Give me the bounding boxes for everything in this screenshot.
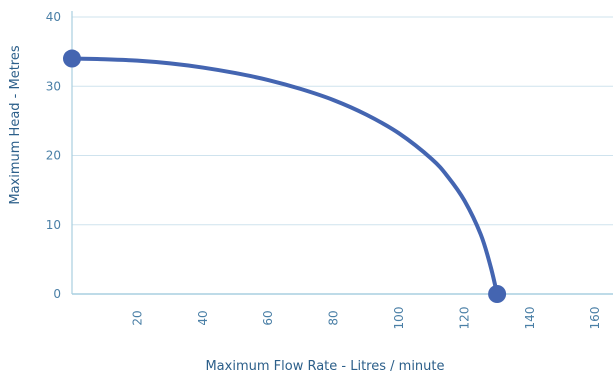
data-point-0 bbox=[63, 49, 81, 68]
axes bbox=[71, 11, 613, 295]
y-tick-label-30: 30 bbox=[46, 79, 61, 93]
grid-lines bbox=[72, 16, 613, 226]
series-layer bbox=[63, 49, 507, 303]
series-line-0 bbox=[70, 56, 500, 296]
x-tick-label-20: 20 bbox=[130, 310, 144, 325]
x-tick-label-40: 40 bbox=[196, 310, 210, 325]
x-tick-label-140: 140 bbox=[523, 307, 537, 330]
y-tick-label-20: 20 bbox=[46, 149, 61, 163]
y-tick-label-10: 10 bbox=[46, 218, 61, 232]
tick-labels: 0 10 20 30 40 20 40 60 80 100 120 140 160 bbox=[46, 10, 602, 329]
x-tick-label-160: 160 bbox=[588, 307, 602, 330]
x-tick-label-120: 120 bbox=[457, 307, 471, 330]
data-point-1 bbox=[488, 285, 507, 303]
y-tick-label-40: 40 bbox=[46, 10, 61, 24]
x-tick-label-100: 100 bbox=[392, 307, 406, 330]
y-tick-label-0: 0 bbox=[53, 287, 61, 301]
x-tick-label-80: 80 bbox=[327, 310, 341, 325]
x-tick-label-60: 60 bbox=[261, 310, 275, 325]
x-axis-title: Maximum Flow Rate - Litres / minute bbox=[205, 359, 444, 374]
y-axis-title: Maximum Head - Metres bbox=[8, 45, 23, 205]
